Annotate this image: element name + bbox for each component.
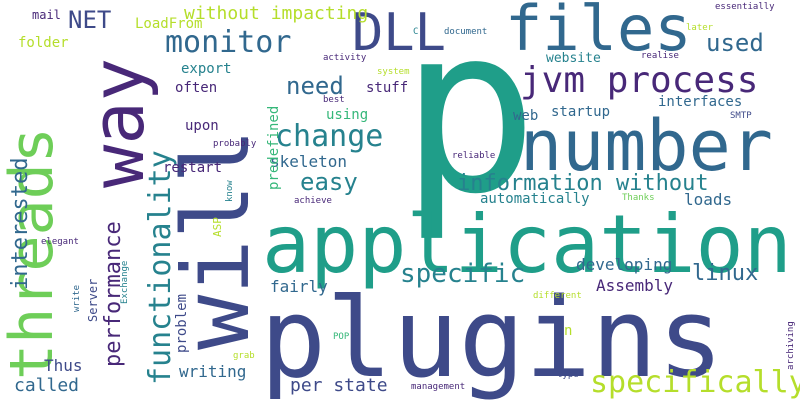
word-know: know	[225, 180, 235, 202]
word-server: Server	[86, 279, 100, 322]
word-grab: grab	[233, 351, 255, 361]
word-mail: mail	[32, 8, 61, 22]
word-export: export	[181, 61, 232, 77]
word-elegant: elegant	[41, 237, 79, 247]
word-functionality: functionality	[143, 150, 178, 385]
word-different: different	[533, 291, 582, 301]
word-linux: linux	[692, 261, 758, 286]
word-thus: Thus	[44, 356, 83, 375]
word-change: change	[275, 119, 383, 154]
word-pop: POP	[333, 332, 350, 342]
word-predefined: predefined	[266, 106, 282, 190]
word-skeleton: skeleton	[270, 152, 347, 171]
word-essentially: essentially	[715, 2, 775, 12]
word-files: files	[505, 0, 692, 65]
word-information-without: information without	[457, 171, 709, 196]
word-system: system	[377, 67, 410, 77]
word-per-state: per state	[290, 375, 388, 396]
word-will: will	[163, 128, 270, 350]
word-startup: startup	[551, 104, 610, 120]
word-writing: writing	[179, 362, 246, 381]
word-stuff: stuff	[366, 80, 408, 96]
word-without-impacting: without impacting	[184, 3, 368, 24]
word-dll: DLL	[352, 3, 446, 63]
word-type: type	[557, 370, 579, 380]
word-c: C	[413, 27, 418, 37]
word-specific: specific	[400, 259, 525, 289]
word-threads: threads	[0, 127, 67, 380]
word-folder: folder	[18, 35, 69, 51]
word-web: web	[513, 108, 538, 124]
word-best: best	[323, 95, 345, 105]
word-performance: performance	[101, 221, 126, 367]
word-loads: loads	[684, 190, 732, 209]
word-called: called	[14, 375, 79, 396]
word-plugins: plugins	[260, 274, 724, 400]
word-loadfrom: LoadFrom	[135, 16, 202, 32]
word-specifically: specifically	[590, 365, 800, 400]
word-using: using	[326, 107, 368, 123]
word-used: used	[706, 29, 764, 57]
word-automatically: automatically	[480, 191, 590, 207]
word-smtp: SMTP	[730, 111, 752, 121]
word-application: application	[262, 198, 792, 291]
word-monitor: monitor	[165, 25, 291, 60]
word-exchange: Exchange	[120, 261, 130, 304]
word-achieve: achieve	[294, 196, 332, 206]
word-management: management	[411, 382, 465, 392]
word-assembly: Assembly	[596, 276, 673, 295]
word-upon: upon	[185, 118, 219, 134]
word-later: later	[686, 23, 714, 33]
word-interfaces: interfaces	[658, 94, 742, 110]
word-reliable: reliable	[452, 151, 495, 161]
word-thanks: Thanks	[622, 193, 655, 203]
word-developing: developing	[576, 255, 672, 274]
word-asp: ASP	[211, 217, 224, 237]
word-often: often	[175, 80, 217, 96]
word-realise: realise	[641, 51, 679, 61]
word-archiving: archiving	[786, 321, 796, 370]
word-write: write	[72, 285, 82, 312]
word-n: n	[564, 323, 572, 339]
word-website: website	[546, 51, 601, 66]
word-number: number	[520, 105, 773, 187]
word-document: document	[444, 27, 487, 37]
word-net: NET	[68, 6, 111, 34]
word-probably: probably	[213, 139, 257, 149]
word-p: p	[400, 0, 538, 245]
word-activity: activity	[323, 53, 367, 63]
word-easy: easy	[300, 168, 358, 196]
word-need: need	[286, 72, 344, 100]
word-fairly: fairly	[270, 277, 328, 296]
word-jvm-process: jvm process	[520, 60, 758, 101]
word-way: way	[76, 58, 160, 188]
word-problem: problem	[174, 294, 190, 353]
word-interested: interested	[8, 158, 33, 290]
word-restart: restart	[163, 160, 222, 176]
